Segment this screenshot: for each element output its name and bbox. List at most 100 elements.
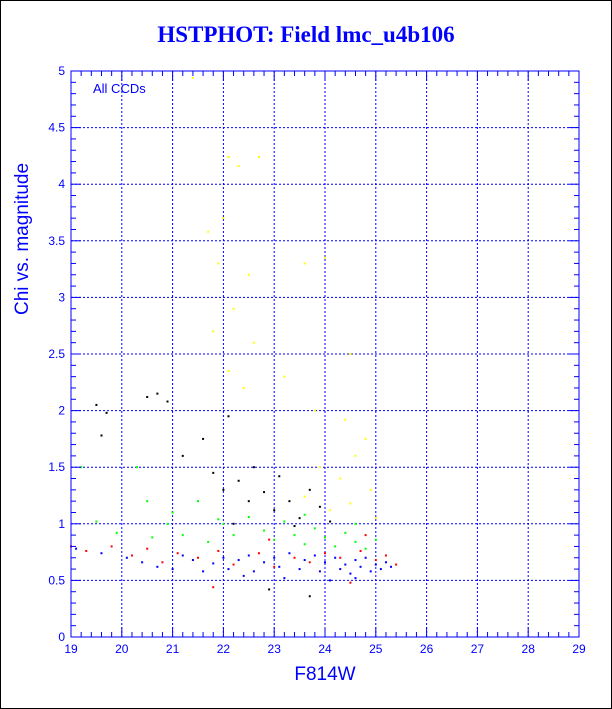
data-point <box>369 488 372 491</box>
data-point <box>80 466 83 469</box>
data-point <box>125 556 128 559</box>
data-point <box>217 549 220 552</box>
data-point <box>95 520 98 523</box>
data-point <box>374 538 377 541</box>
data-point <box>384 554 387 557</box>
x-tick-label-26: 26 <box>420 642 434 656</box>
data-point <box>283 520 286 523</box>
series-0 <box>75 547 393 582</box>
x-tick-label-23: 23 <box>268 642 282 656</box>
data-point <box>227 415 230 418</box>
data-point <box>318 505 321 508</box>
series-1 <box>70 534 398 589</box>
data-point <box>232 563 235 566</box>
data-point <box>151 536 154 539</box>
data-point <box>156 392 159 395</box>
data-point <box>273 538 276 541</box>
y-tick-label-3: 3 <box>58 290 65 304</box>
y-tick-label-4.5: 4.5 <box>48 121 65 135</box>
data-point <box>171 568 174 571</box>
chart-title: HSTPHOT: Field lmc_u4b106 <box>157 22 455 47</box>
data-point <box>278 475 281 478</box>
x-tick-label-24: 24 <box>318 642 332 656</box>
data-point <box>288 552 291 555</box>
data-point <box>252 466 255 469</box>
data-point <box>273 509 276 512</box>
y-tick-label-1.5: 1.5 <box>48 460 65 474</box>
data-point <box>237 559 240 562</box>
data-point <box>324 552 326 555</box>
x-tick-labels: 19 20 21 22 23 24 25 26 27 28 29 <box>64 642 586 656</box>
data-point <box>303 262 306 265</box>
data-point <box>257 156 260 159</box>
data-point <box>364 547 367 550</box>
data-point <box>207 540 210 543</box>
data-point <box>298 568 301 571</box>
data-point <box>217 262 220 265</box>
annotation-all-ccds: All CCDs <box>93 81 146 96</box>
x-tick-label-27: 27 <box>471 642 485 656</box>
data-point <box>354 540 357 543</box>
data-point <box>313 554 316 557</box>
data-point <box>359 549 362 552</box>
data-point <box>329 579 332 582</box>
data-point <box>95 403 98 406</box>
data-point <box>374 559 377 562</box>
data-point <box>217 518 220 521</box>
data-point <box>263 529 266 532</box>
x-tick-label-25: 25 <box>369 642 383 656</box>
data-point <box>288 500 291 503</box>
data-point <box>247 500 250 503</box>
data-point <box>105 411 108 414</box>
data-point <box>75 547 78 550</box>
data-point <box>242 386 245 389</box>
x-axis-label: F814W <box>294 664 355 685</box>
data-point <box>293 525 296 528</box>
data-point <box>237 479 240 482</box>
y-tick-label-0: 0 <box>58 630 65 644</box>
data-point <box>166 522 169 525</box>
data-point <box>263 561 266 564</box>
data-point <box>374 563 377 566</box>
data-point <box>303 495 306 498</box>
data-point <box>308 488 311 491</box>
data-point <box>354 522 357 525</box>
data-point <box>156 565 159 568</box>
data-point <box>202 570 205 573</box>
y-axis-label: Chi vs. magnitude <box>12 163 33 315</box>
data-point <box>161 561 164 564</box>
y-tick-label-5: 5 <box>58 64 65 78</box>
data-point <box>232 534 235 537</box>
data-point <box>141 561 144 564</box>
data-point <box>263 491 266 494</box>
data-point <box>293 556 296 559</box>
data-point <box>252 341 255 344</box>
data-point <box>257 552 260 555</box>
data-point <box>329 509 332 512</box>
data-point <box>349 353 352 355</box>
data-point <box>298 517 301 520</box>
series-3 <box>95 392 332 598</box>
data-point <box>222 522 225 525</box>
data-point <box>364 556 367 559</box>
data-point <box>136 466 139 469</box>
data-point <box>222 556 225 559</box>
data-point <box>374 517 377 520</box>
data-point <box>318 466 321 469</box>
data-point <box>212 330 215 333</box>
y-tick-label-2.5: 2.5 <box>48 347 65 361</box>
data-point <box>390 565 393 568</box>
data-point <box>324 561 326 564</box>
data-point <box>176 552 179 555</box>
data-point <box>384 561 387 564</box>
data-point <box>247 273 250 276</box>
data-point <box>308 561 311 564</box>
x-tick-label-28: 28 <box>522 642 536 656</box>
data-point <box>349 572 352 575</box>
x-tick-label-19: 19 <box>64 642 78 656</box>
data-point <box>197 500 199 503</box>
data-point <box>146 547 149 550</box>
data-point <box>334 556 337 559</box>
data-point <box>222 217 225 220</box>
